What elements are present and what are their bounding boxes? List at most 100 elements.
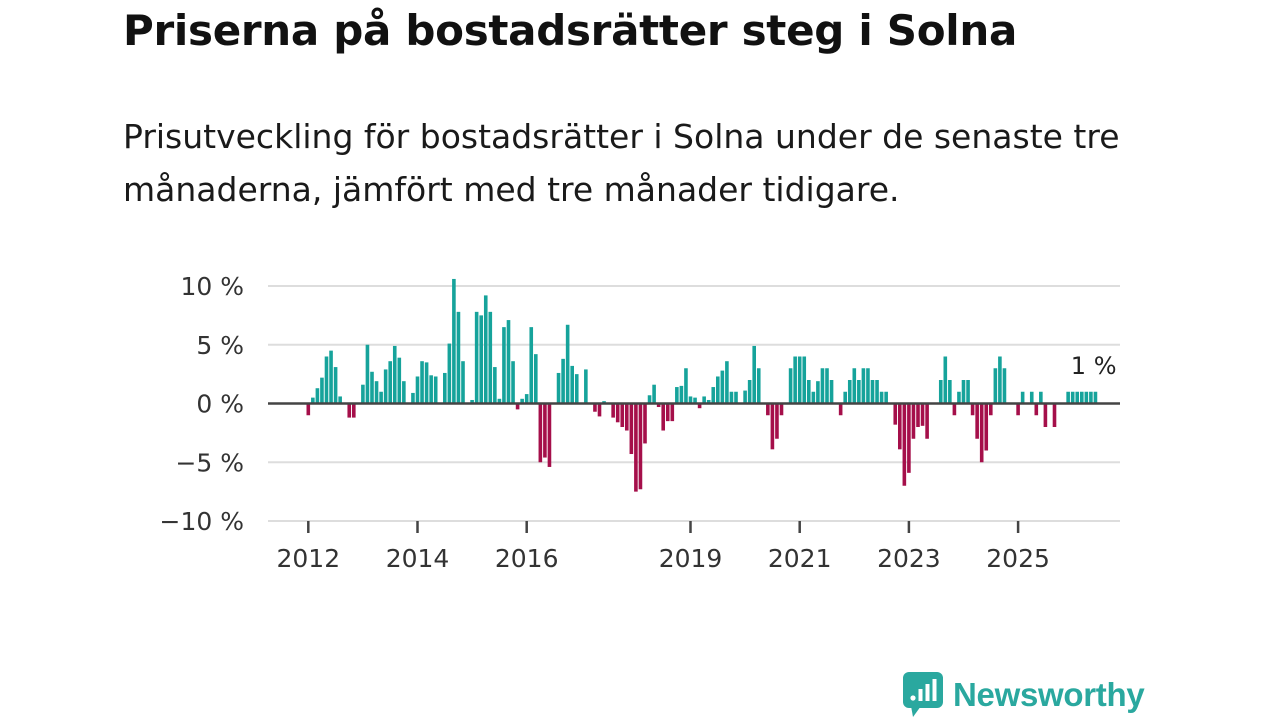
bar (556, 372, 561, 404)
bar (615, 403, 620, 423)
bar (734, 391, 738, 404)
bar (411, 392, 415, 404)
bar (629, 403, 634, 455)
y-axis-labels: 10 % 5 % 0 % −5 % −10 % (160, 272, 244, 536)
bar (488, 311, 493, 404)
x-tick-label: 2012 (276, 544, 340, 573)
bar (998, 356, 1002, 404)
bar (515, 403, 520, 410)
bar (593, 403, 597, 412)
bar (497, 398, 502, 404)
chart-subtitle: Prisutveckling för bostadsrätter i Solna… (123, 117, 1120, 209)
y-tick-label: 10 % (180, 272, 244, 301)
bar (352, 403, 356, 418)
bar (898, 403, 902, 450)
bar (920, 403, 925, 426)
page-title: Priserna på bostadsrätter steg i Solna (123, 6, 1018, 55)
bar (807, 380, 811, 404)
bar (320, 377, 324, 404)
bar (766, 403, 770, 416)
bar (793, 356, 797, 404)
bar (370, 371, 374, 404)
bar (470, 399, 474, 404)
bar (643, 403, 647, 444)
bar (747, 380, 752, 404)
bar (565, 324, 570, 404)
bar (725, 361, 729, 404)
bar (989, 403, 993, 416)
bar (770, 403, 775, 450)
x-tick-label: 2025 (986, 544, 1050, 573)
bar (943, 356, 948, 404)
bar (884, 391, 888, 404)
bar (1043, 403, 1048, 427)
bar (402, 381, 406, 404)
bar (306, 403, 311, 416)
bar (852, 368, 857, 404)
bar (1029, 391, 1034, 404)
bar (570, 365, 574, 404)
bar (866, 368, 870, 404)
bar (811, 391, 816, 404)
bar (679, 385, 684, 404)
bar (538, 403, 543, 463)
bar (779, 403, 784, 416)
bar (893, 403, 898, 425)
bar (1016, 403, 1020, 416)
bar (652, 384, 656, 404)
bar (843, 391, 847, 404)
bar (511, 361, 515, 404)
bar (775, 403, 779, 439)
bar (584, 369, 588, 404)
bar-chart: 10 % 5 % 0 % −5 % −10 % 2012 2014 2016 2019 2021… (160, 272, 1120, 573)
bar (447, 343, 452, 404)
bar (907, 403, 911, 473)
bar (675, 387, 679, 404)
bar (647, 395, 652, 404)
brand-name: Newsworthy (953, 676, 1145, 713)
bar (461, 361, 465, 404)
bar (925, 403, 929, 439)
bar (329, 350, 333, 404)
bar (1089, 391, 1093, 404)
bar (957, 391, 961, 404)
bar (706, 399, 711, 404)
bar (879, 391, 884, 404)
bar (802, 356, 807, 404)
bar (634, 403, 638, 492)
bar (1093, 391, 1098, 404)
x-tick-label: 2016 (495, 544, 559, 573)
bar (379, 391, 383, 404)
bar (424, 362, 429, 404)
bar (1020, 391, 1025, 404)
bar (415, 376, 420, 404)
bar (1070, 391, 1075, 404)
bar (479, 315, 483, 404)
bar (743, 390, 747, 404)
bar (656, 403, 661, 408)
bar (452, 278, 456, 404)
bar (952, 403, 957, 416)
bar (697, 403, 702, 409)
bar (938, 380, 943, 404)
bar (574, 374, 579, 404)
bar (825, 368, 829, 404)
bar (620, 403, 625, 427)
bar (333, 367, 338, 404)
bar (361, 384, 365, 404)
bar (797, 356, 802, 404)
bar (979, 403, 984, 463)
x-tick-label: 2023 (877, 544, 941, 573)
bar (975, 403, 979, 439)
bar (661, 403, 665, 431)
bar (611, 403, 615, 418)
bar (502, 327, 506, 404)
bar (547, 403, 552, 467)
bar (984, 403, 989, 451)
bar (911, 403, 916, 439)
bar (966, 380, 970, 404)
bar (916, 403, 920, 427)
bar (961, 380, 966, 404)
bar (756, 368, 761, 404)
bar (483, 295, 488, 404)
